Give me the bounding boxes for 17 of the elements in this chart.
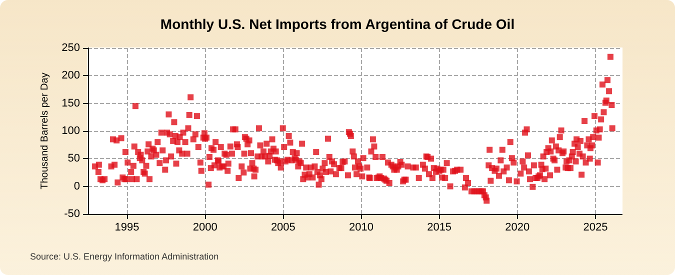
y-tick-label: 50	[68, 152, 80, 165]
y-axis-title: Thousand Barrels per Day	[40, 72, 50, 190]
chart-title: Monthly U.S. Net Imports from Argentina of Crude Oil	[160, 16, 515, 32]
x-tick-label: 1995	[114, 222, 140, 234]
y-tick-label: 150	[62, 97, 80, 110]
x-tick-label: 2005	[270, 222, 296, 234]
x-tick-label: 2025	[583, 222, 608, 234]
y-tick-label: 0	[74, 180, 80, 192]
y-tick-label: -50	[64, 208, 80, 220]
source-note: Source: U.S. Energy Information Administration	[30, 252, 219, 262]
y-tick-label: 200	[62, 70, 80, 82]
y-tick-label: 250	[62, 42, 80, 54]
x-tick-label: 2020	[505, 222, 530, 234]
x-tick-label: 2015	[427, 222, 452, 234]
y-tick-label: 100	[62, 125, 80, 137]
x-tick-label: 2010	[349, 222, 374, 234]
x-tick-label: 2000	[192, 222, 218, 234]
